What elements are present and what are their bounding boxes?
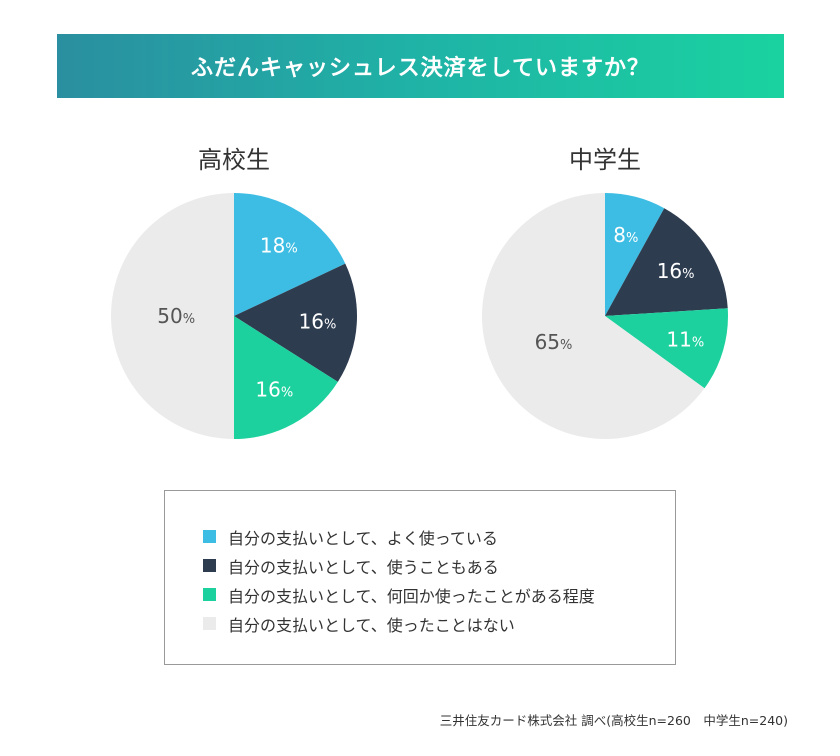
slice-label: 8% bbox=[613, 223, 638, 247]
slice-unit: % bbox=[560, 338, 572, 353]
pie-slice bbox=[111, 193, 234, 439]
slice-unit: % bbox=[183, 312, 195, 327]
legend-item: 自分の支払いとして、よく使っている bbox=[203, 522, 675, 551]
pie-slice bbox=[605, 208, 728, 316]
slice-label: 65% bbox=[535, 330, 573, 354]
slice-label: 11% bbox=[666, 327, 704, 351]
pie-chart-junior-high: 8%16%11%65% bbox=[481, 193, 728, 439]
slice-unit: % bbox=[324, 317, 336, 332]
legend-swatch bbox=[203, 588, 216, 601]
slice-label: 18% bbox=[260, 233, 298, 257]
slice-value: 11 bbox=[666, 327, 691, 351]
pie-slice bbox=[234, 193, 346, 316]
slice-value: 18 bbox=[260, 233, 285, 257]
page-title: ふだんキャッシュレス決済をしていますか？ bbox=[191, 56, 650, 81]
pie-slice bbox=[481, 193, 705, 439]
legend-label: 自分の支払いとして、何回か使ったことがある程度 bbox=[228, 586, 595, 606]
slice-label: 16% bbox=[255, 377, 293, 401]
legend-label: 自分の支払いとして、よく使っている bbox=[228, 528, 498, 548]
slice-unit: % bbox=[626, 231, 638, 246]
slice-value: 16 bbox=[299, 309, 324, 333]
pie-slice bbox=[605, 308, 728, 389]
pie-slice bbox=[605, 193, 665, 316]
legend-item: 自分の支払いとして、使ったことはない bbox=[203, 609, 675, 638]
chart-title-junior-high: 中学生 bbox=[569, 146, 641, 174]
slice-value: 8 bbox=[613, 223, 626, 247]
legend-item: 自分の支払いとして、使うこともある bbox=[203, 551, 675, 580]
legend-label: 自分の支払いとして、使うこともある bbox=[228, 557, 499, 577]
chart-title-high-school: 高校生 bbox=[198, 146, 270, 174]
title-banner: ふだんキャッシュレス決済をしていますか？ bbox=[57, 34, 784, 98]
legend-label: 自分の支払いとして、使ったことはない bbox=[228, 615, 515, 635]
slice-label: 50% bbox=[157, 304, 195, 328]
source-note: 三井住友カード株式会社 調べ(高校生n=260 中学生n=240) bbox=[439, 713, 788, 728]
slice-unit: % bbox=[285, 241, 297, 256]
slice-value: 16 bbox=[255, 377, 280, 401]
slice-label: 16% bbox=[657, 259, 695, 283]
slice-unit: % bbox=[281, 385, 293, 400]
pie-chart-high-school: 18%16%16%50% bbox=[111, 193, 357, 439]
pie-slice bbox=[234, 263, 357, 382]
slice-value: 65 bbox=[535, 330, 560, 354]
legend-item: 自分の支払いとして、何回か使ったことがある程度 bbox=[203, 580, 675, 609]
pie-slice bbox=[234, 316, 338, 439]
slice-unit: % bbox=[692, 335, 704, 350]
legend-swatch bbox=[203, 559, 216, 572]
slice-unit: % bbox=[682, 267, 694, 282]
slice-value: 16 bbox=[657, 259, 682, 283]
slice-value: 50 bbox=[157, 304, 182, 328]
legend: 自分の支払いとして、よく使っている 自分の支払いとして、使うこともある 自分の支… bbox=[164, 490, 676, 665]
legend-swatch bbox=[203, 530, 216, 543]
slice-label: 16% bbox=[299, 309, 337, 333]
legend-swatch bbox=[203, 617, 216, 630]
